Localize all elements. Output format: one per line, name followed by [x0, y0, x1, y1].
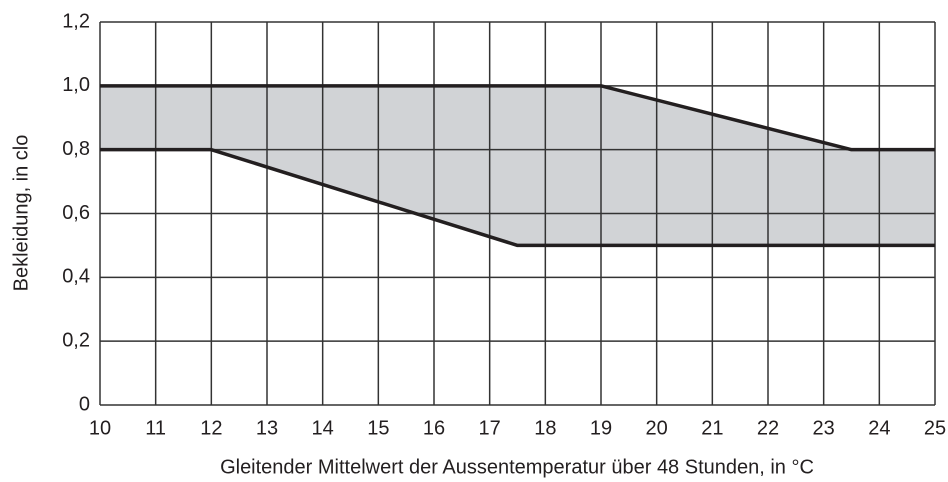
- x-tick-label: 16: [423, 417, 445, 439]
- x-tick-label: 11: [145, 417, 166, 439]
- y-tick-label: 1,0: [62, 74, 90, 96]
- x-tick-label: 21: [701, 417, 723, 439]
- line: [100, 84, 935, 152]
- x-tick-label: 10: [89, 417, 111, 439]
- y-tick-label: 0,4: [62, 266, 90, 288]
- x-tick-label: 12: [200, 417, 222, 439]
- y-tick-label: 1,2: [62, 10, 90, 32]
- x-tick-label: 17: [479, 417, 501, 439]
- x-tick-label: 20: [646, 417, 668, 439]
- line: [100, 147, 935, 248]
- x-axis-title: Gleitender Mittelwert der Aussentemperat…: [220, 456, 814, 478]
- x-tick-label: 22: [757, 417, 779, 439]
- y-tick-label: 0,6: [62, 202, 90, 224]
- y-tick-label: 0,8: [62, 138, 90, 160]
- band-fill: [100, 85, 935, 246]
- x-tick-label: 15: [367, 417, 389, 439]
- y-tick-label: 0,2: [62, 329, 90, 351]
- x-tick-label: 25: [924, 417, 946, 439]
- x-tick-label: 13: [256, 417, 278, 439]
- x-tick-label: 14: [312, 417, 334, 439]
- y-axis-title: Bekleidung, in clo: [10, 135, 32, 292]
- y-tick-label: 0: [79, 393, 90, 415]
- x-tick-label: 23: [813, 417, 835, 439]
- x-tick-label: 24: [868, 417, 890, 439]
- x-tick-label: 19: [590, 417, 612, 439]
- x-tick-label: 18: [534, 417, 556, 439]
